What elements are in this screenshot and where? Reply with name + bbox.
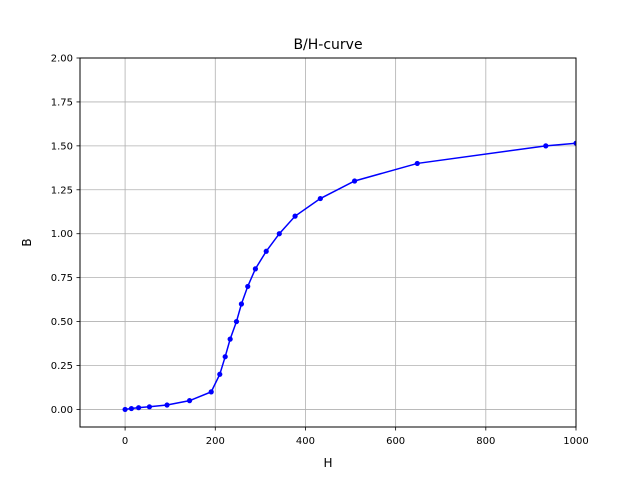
x-tick-label: 600 [386, 436, 405, 447]
data-point [245, 283, 251, 290]
series-layer [122, 140, 576, 413]
data-point [276, 231, 282, 237]
data-point [352, 178, 358, 184]
y-tick-label: 0.00 [51, 405, 73, 416]
chart-title: B/H-curve [293, 37, 362, 53]
data-point [222, 354, 228, 360]
data-point [128, 405, 135, 412]
data-point [233, 318, 240, 325]
data-point [186, 398, 193, 404]
data-point [263, 248, 269, 254]
y-tick-label: 1.00 [51, 229, 73, 240]
data-point [292, 213, 298, 219]
x-tick-label: 1000 [563, 436, 588, 447]
x-axis-label: H [323, 456, 332, 470]
data-point [146, 404, 153, 410]
y-tick-label: 0.50 [51, 317, 73, 328]
y-tick-label: 1.50 [51, 141, 73, 152]
y-tick-label: 1.75 [51, 97, 73, 108]
data-point [317, 195, 323, 202]
y-tick-label: 0.75 [51, 273, 73, 284]
series-group [122, 140, 576, 413]
y-axis-label: B [20, 238, 34, 246]
x-tick-label: 800 [476, 436, 495, 447]
x-tick-label: 200 [206, 436, 225, 447]
data-point [217, 371, 223, 377]
data-point [573, 140, 576, 146]
series-line [124, 142, 576, 411]
data-point [122, 406, 128, 413]
data-point [164, 402, 170, 408]
x-tick-label: 0 [122, 436, 128, 447]
y-tick-label: 0.25 [51, 361, 73, 372]
data-point [208, 389, 214, 395]
data-point [414, 160, 420, 167]
plot-frame [79, 57, 577, 428]
data-point [238, 301, 245, 307]
y-tick-label: 2.00 [51, 54, 73, 65]
data-point [252, 266, 259, 272]
data-point [136, 405, 142, 411]
x-tick-label: 400 [296, 436, 315, 447]
x-axis-ticks: 0 200 400 600 800 1000 [122, 427, 589, 447]
y-tick-label: 1.25 [51, 185, 73, 196]
y-axis-ticks: 0.00 0.25 0.50 0.75 1.00 1.25 1.50 1.75 2.00 [51, 54, 80, 416]
data-point [543, 143, 549, 149]
data-point [227, 336, 233, 342]
